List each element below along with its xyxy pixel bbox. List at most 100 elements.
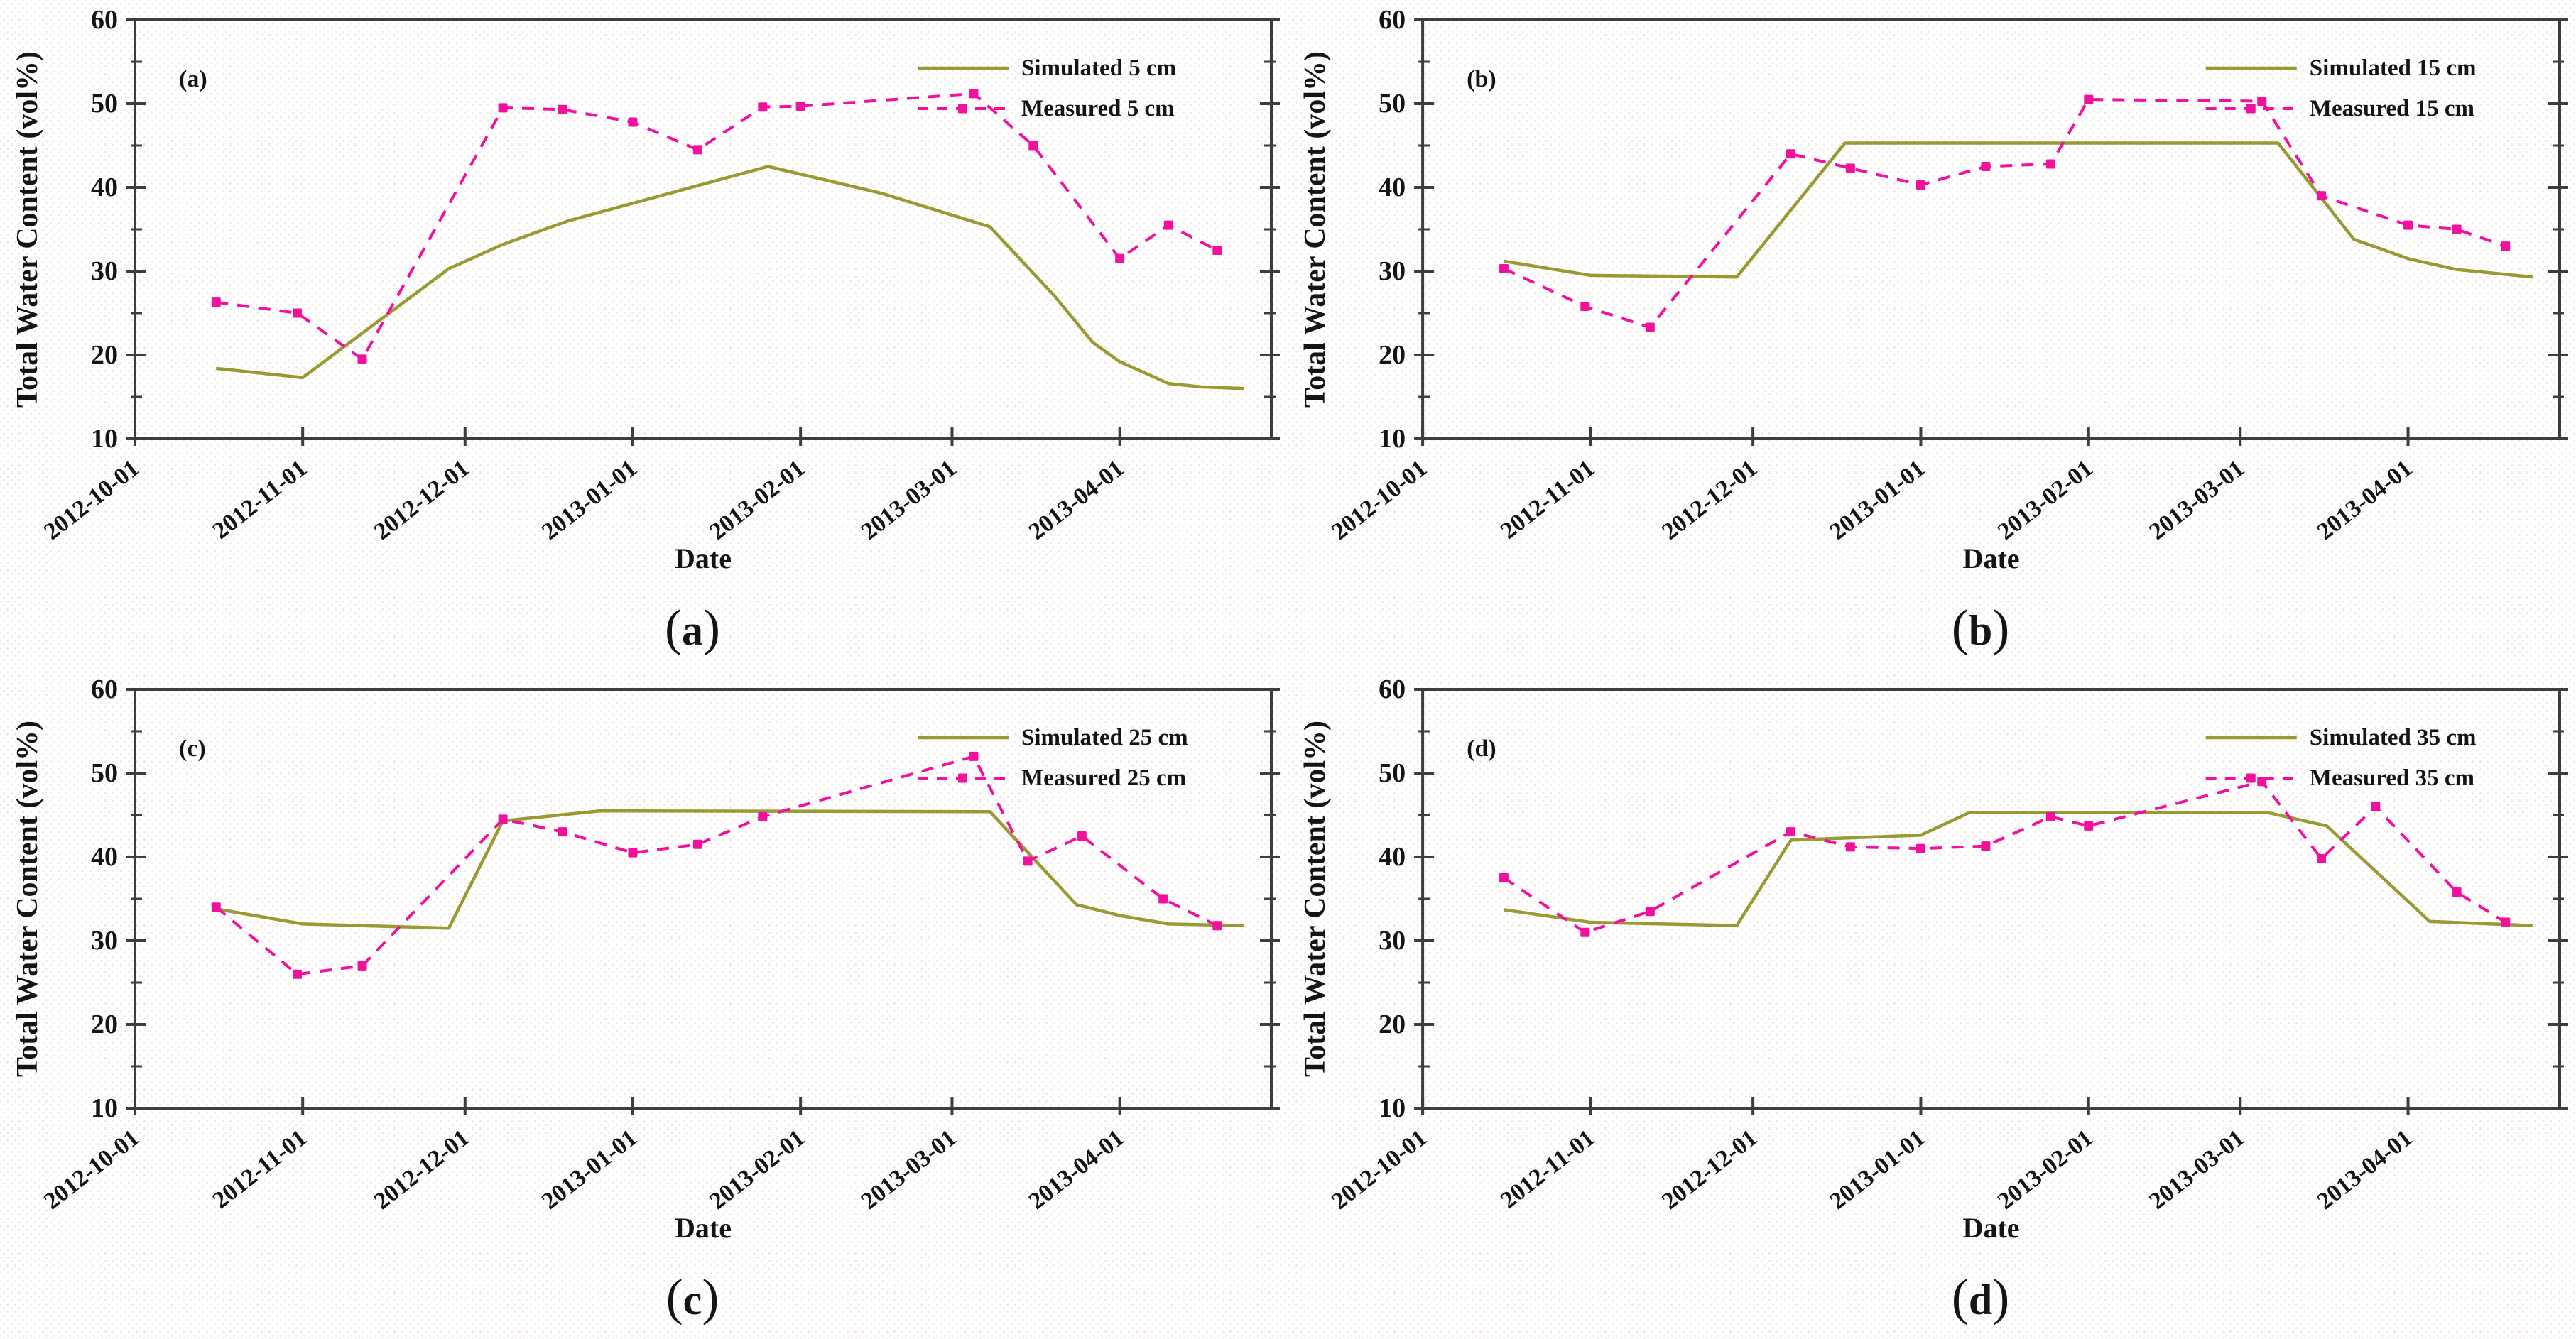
panel-letter: (c) (179, 736, 206, 762)
x-axis-tick-label: 2013-02-01 (705, 1125, 810, 1215)
measured-data-marker (795, 102, 805, 111)
panel-d: 10 20 30 40 50 60 2012-10-01 2012-11-01 2012-12-… (1288, 670, 2576, 1339)
caption-letter: b (1969, 607, 1992, 654)
caption-close-paren: ) (1992, 1269, 2009, 1326)
x-axis-tick-label: 2013-03-01 (857, 1125, 962, 1215)
y-axis-tick-label: 30 (91, 256, 118, 286)
panel-caption: (c) (666, 1269, 719, 1326)
panel-d-chart: 10 20 30 40 50 60 2012-10-01 2012-11-01 2012-12-… (1299, 674, 2568, 1326)
measured-data-marker (1915, 180, 1925, 190)
measured-data-marker (1028, 141, 1038, 151)
measured-data-marker (2045, 811, 2055, 821)
measured-data-marker (1499, 873, 1509, 882)
measured-data-marker (357, 354, 367, 364)
measured-data-marker (498, 814, 508, 824)
y-axis-tick-label: 40 (91, 173, 118, 202)
measured-data-marker (2371, 802, 2381, 811)
x-axis-tick-label: 2012-12-01 (1657, 455, 1762, 545)
x-axis-tick-label: 2013-04-01 (1024, 1125, 1129, 1215)
measured-data-marker (2084, 821, 2094, 831)
measured-data-marker (758, 102, 768, 112)
measured-data-marker (2403, 220, 2413, 230)
x-axis-tick-label: 2012-12-01 (369, 455, 474, 545)
measured-data-marker (1845, 163, 1855, 173)
y-axis-tick-label: 10 (1379, 1093, 1406, 1123)
y-axis-tick-label: 20 (91, 1010, 118, 1039)
y-axis-tick-label: 20 (1379, 1010, 1406, 1039)
x-axis-tick-label: 2012-10-01 (1327, 455, 1432, 545)
measured-data-marker (357, 961, 367, 971)
measured-data-marker (1158, 894, 1168, 904)
measured-data-marker (758, 811, 768, 821)
y-axis-title: Total Water Content (vol%) (11, 51, 44, 408)
measured-data-marker (293, 969, 303, 979)
measured-data-marker (628, 117, 638, 127)
y-axis-tick-label: 30 (1379, 256, 1406, 286)
measured-data-marker (558, 104, 567, 114)
x-axis-tick-label: 2013-03-01 (857, 455, 962, 545)
measured-data-marker (2317, 191, 2327, 201)
caption-open-paren: ( (666, 1269, 683, 1326)
y-axis-tick-label: 50 (91, 758, 118, 788)
y-axis-tick-label: 50 (1379, 89, 1406, 119)
x-axis-tick-label: 2012-10-01 (1327, 1125, 1432, 1215)
measured-data-marker (211, 902, 221, 912)
legend-label: Simulated 25 cm (1021, 725, 1188, 750)
caption-letter: d (1969, 1277, 1992, 1323)
x-axis-tick-label: 2012-11-01 (208, 1125, 312, 1214)
x-axis-tick-label: 2013-04-01 (2313, 1125, 2418, 1215)
x-axis-tick-label: 2013-01-01 (1825, 455, 1930, 545)
y-axis-tick-label: 10 (91, 424, 118, 454)
legend-label: Measured 15 cm (2310, 96, 2474, 121)
x-axis-tick-label: 2012-12-01 (369, 1125, 474, 1215)
panel-a: 10 20 30 40 50 60 2012-10-01 2012-11-01 2012-12-… (0, 0, 1288, 670)
plot-border (134, 18, 1273, 440)
x-axis-tick-label: 2012-12-01 (1657, 1125, 1762, 1215)
panel-a-chart: 10 20 30 40 50 60 2012-10-01 2012-11-01 2012-12-… (11, 5, 1280, 656)
panel-b-chart: 10 20 30 40 50 60 2012-10-01 2012-11-01 2012-12-… (1299, 5, 2568, 656)
y-axis-tick-label: 60 (1379, 674, 1406, 704)
measured-data-marker (2084, 94, 2094, 104)
measured-data-marker (1077, 831, 1087, 841)
y-axis-tick-label: 60 (91, 674, 118, 704)
y-axis-title: Total Water Content (vol%) (11, 721, 44, 1077)
measured-data-marker (1163, 220, 1173, 230)
legend-label: Simulated 35 cm (2310, 725, 2477, 750)
y-axis-tick-label: 20 (1379, 340, 1406, 370)
caption-close-paren: ) (703, 599, 720, 656)
measured-data-marker (1981, 162, 1991, 171)
x-axis-tick-label: 2012-11-01 (208, 455, 312, 545)
simulated-series-line (1504, 141, 2533, 279)
y-axis-tick-label: 20 (91, 340, 118, 370)
measured-data-marker (1915, 843, 1925, 853)
measured-series-line (216, 92, 1218, 361)
legend-label: Measured 5 cm (1021, 96, 1175, 121)
caption-letter: c (683, 1277, 702, 1323)
measured-data-marker (1645, 907, 1655, 917)
y-axis-tick-label: 40 (91, 842, 118, 872)
panel-letter: (a) (179, 66, 207, 92)
panel-caption: (b) (1952, 599, 2009, 656)
x-axis-tick-label: 2013-04-01 (2313, 455, 2418, 545)
simulated-series-line (1504, 811, 2533, 928)
measured-data-marker (211, 297, 221, 307)
measured-data-marker (2045, 159, 2055, 169)
measured-data-marker (2501, 917, 2511, 927)
caption-open-paren: ( (665, 599, 682, 656)
x-axis-tick-label: 2013-01-01 (537, 455, 642, 545)
y-axis-title: Total Water Content (vol%) (1299, 51, 1332, 408)
panel-letter: (d) (1467, 736, 1496, 762)
caption-open-paren: ( (1952, 599, 1969, 656)
legend-label: Measured 25 cm (1021, 765, 1186, 791)
legend-measured-marker (2246, 104, 2256, 114)
legend-label: Measured 35 cm (2310, 765, 2474, 791)
caption-close-paren: ) (1992, 599, 2009, 656)
measured-data-marker (1645, 322, 1655, 332)
y-axis-title: Total Water Content (vol%) (1299, 721, 1332, 1077)
legend-measured-marker (958, 104, 967, 114)
panel-caption: (a) (665, 599, 720, 656)
x-axis-tick-label: 2013-01-01 (1825, 1125, 1930, 1215)
x-axis-title: Date (675, 542, 732, 574)
measured-data-marker (1580, 927, 1590, 937)
x-axis-tick-label: 2013-03-01 (2144, 455, 2249, 545)
